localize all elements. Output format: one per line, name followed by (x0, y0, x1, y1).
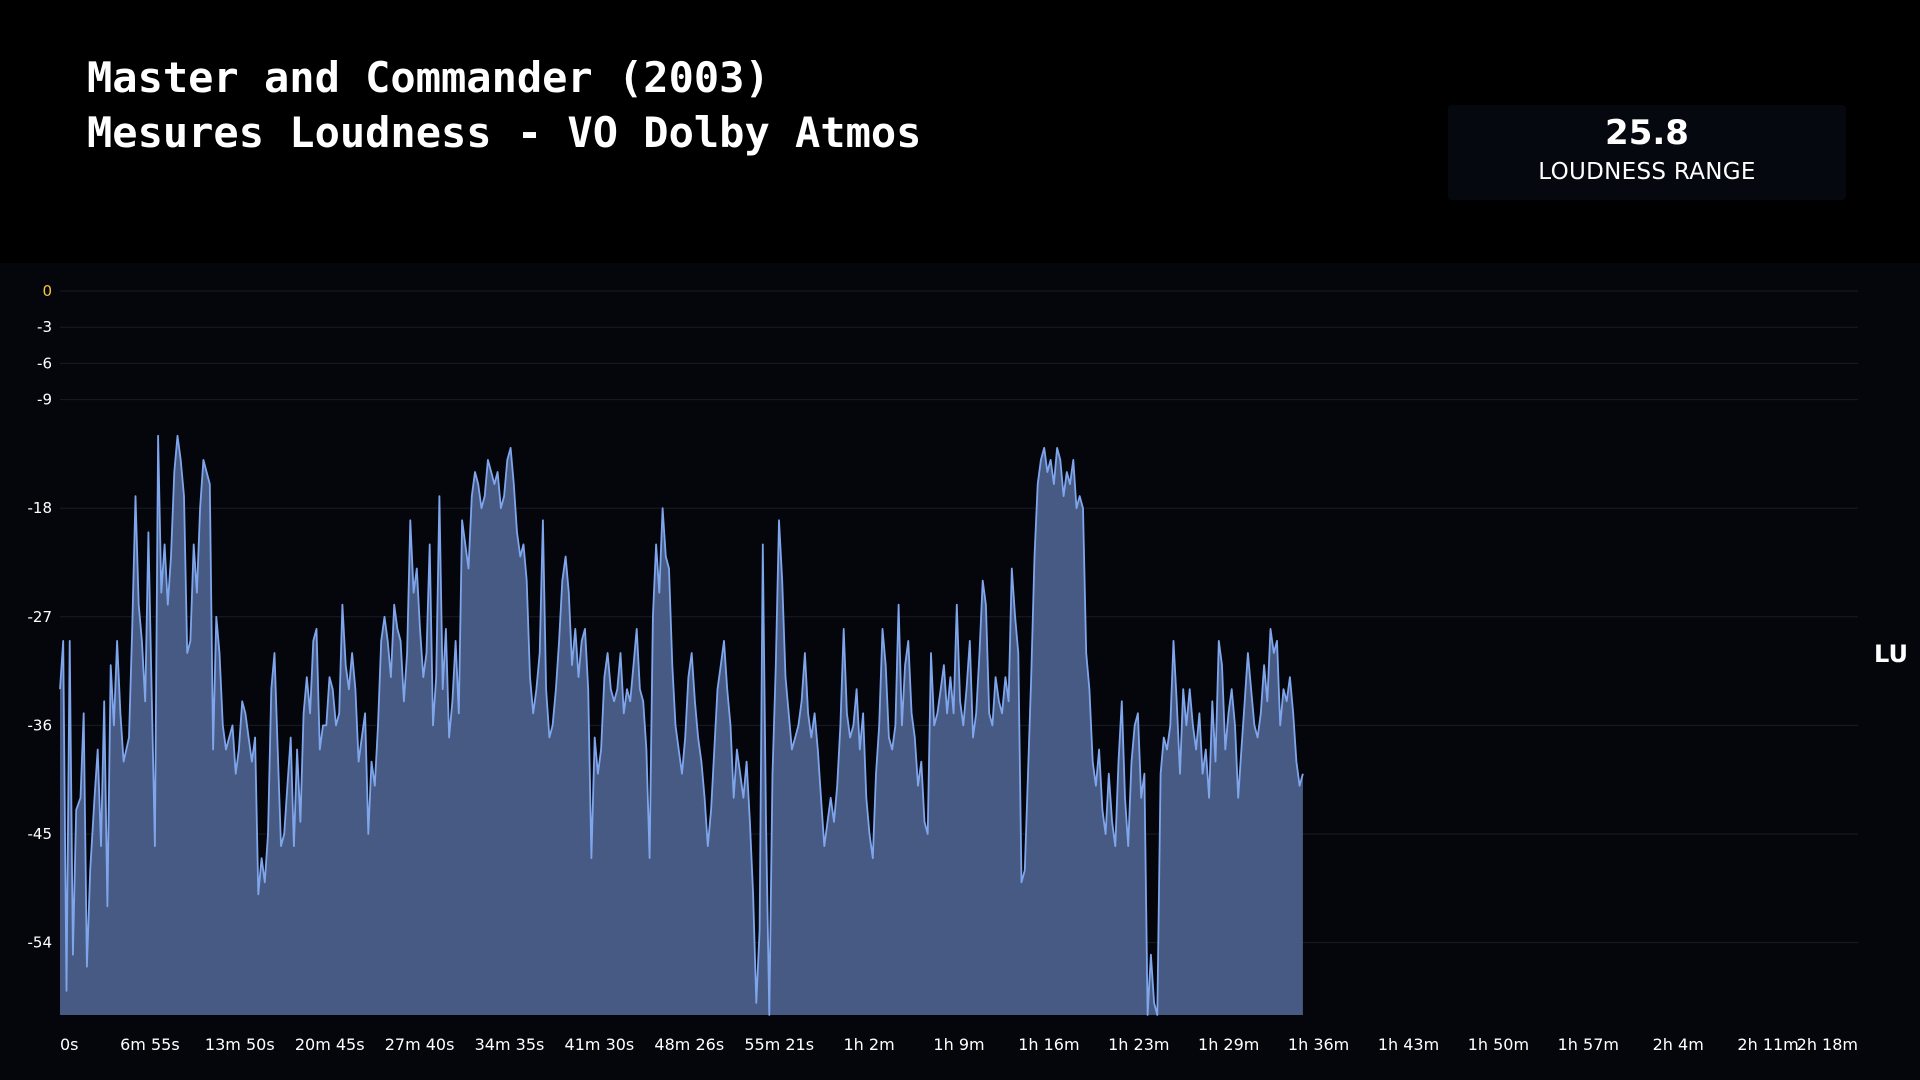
x-tick-label: 27m 40s (385, 1035, 455, 1054)
title-block: Master and Commander (2003) Mesures Loud… (87, 50, 921, 160)
x-tick-label: 1h 36m (1288, 1035, 1349, 1054)
x-tick-label: 41m 30s (565, 1035, 635, 1054)
y-tick-label: -45 (28, 825, 53, 843)
chart-panel: 0 -3 -6 -9 -18 -27 -36 -45 -54 0s 6m 55s 13m 50s 20m… (0, 263, 1920, 1080)
x-tick-label: 0s (60, 1035, 79, 1054)
loudness-range-label: LOUDNESS RANGE (1538, 159, 1756, 185)
loudness-range-card: 25.8 LOUDNESS RANGE (1448, 105, 1846, 200)
x-tick-label: 1h 29m (1198, 1035, 1259, 1054)
y-tick-label: -36 (28, 716, 53, 734)
page-title: Master and Commander (2003) (87, 53, 770, 102)
y-tick-label: -9 (37, 391, 52, 409)
y-tick-label: -6 (37, 354, 52, 372)
chart-subtitle: Mesures Loudness - VO Dolby Atmos (87, 108, 922, 157)
x-tick-label: 1h 43m (1378, 1035, 1439, 1054)
x-tick-label: 48m 26s (654, 1035, 724, 1054)
x-tick-label: 1h 9m (933, 1035, 984, 1054)
x-tick-label: 55m 21s (744, 1035, 814, 1054)
x-tick-label: 6m 55s (120, 1035, 180, 1054)
x-tick-label: 1h 50m (1468, 1035, 1529, 1054)
loudness-range-value: 25.8 (1605, 113, 1689, 153)
loudness-area (60, 435, 1303, 1015)
x-tick-label: 2h 18m (1797, 1035, 1858, 1054)
x-tick-label: 34m 35s (475, 1035, 545, 1054)
x-tick-label: 1h 16m (1018, 1035, 1079, 1054)
y-tick-label: -18 (28, 499, 53, 517)
y-tick-label: -54 (28, 934, 53, 952)
x-tick-label: 1h 23m (1108, 1035, 1169, 1054)
y-tick-label: -27 (28, 608, 53, 626)
loudness-chart: 0 -3 -6 -9 -18 -27 -36 -45 -54 0s 6m 55s 13m 50s 20m… (28, 282, 1858, 1054)
x-tick-label: 1h 57m (1558, 1035, 1619, 1054)
loudness-line (59, 434, 1304, 1016)
y-tick-label: 0 (42, 282, 52, 300)
x-tick-label: 13m 50s (205, 1035, 275, 1054)
x-tick-label: 2h 4m (1653, 1035, 1704, 1054)
x-tick-label: 2h 11m (1737, 1035, 1798, 1054)
x-tick-label: 20m 45s (295, 1035, 365, 1054)
y-tick-label: -3 (37, 318, 52, 336)
unit-label: LU (1874, 640, 1908, 668)
x-tick-label: 1h 2m (844, 1035, 895, 1054)
